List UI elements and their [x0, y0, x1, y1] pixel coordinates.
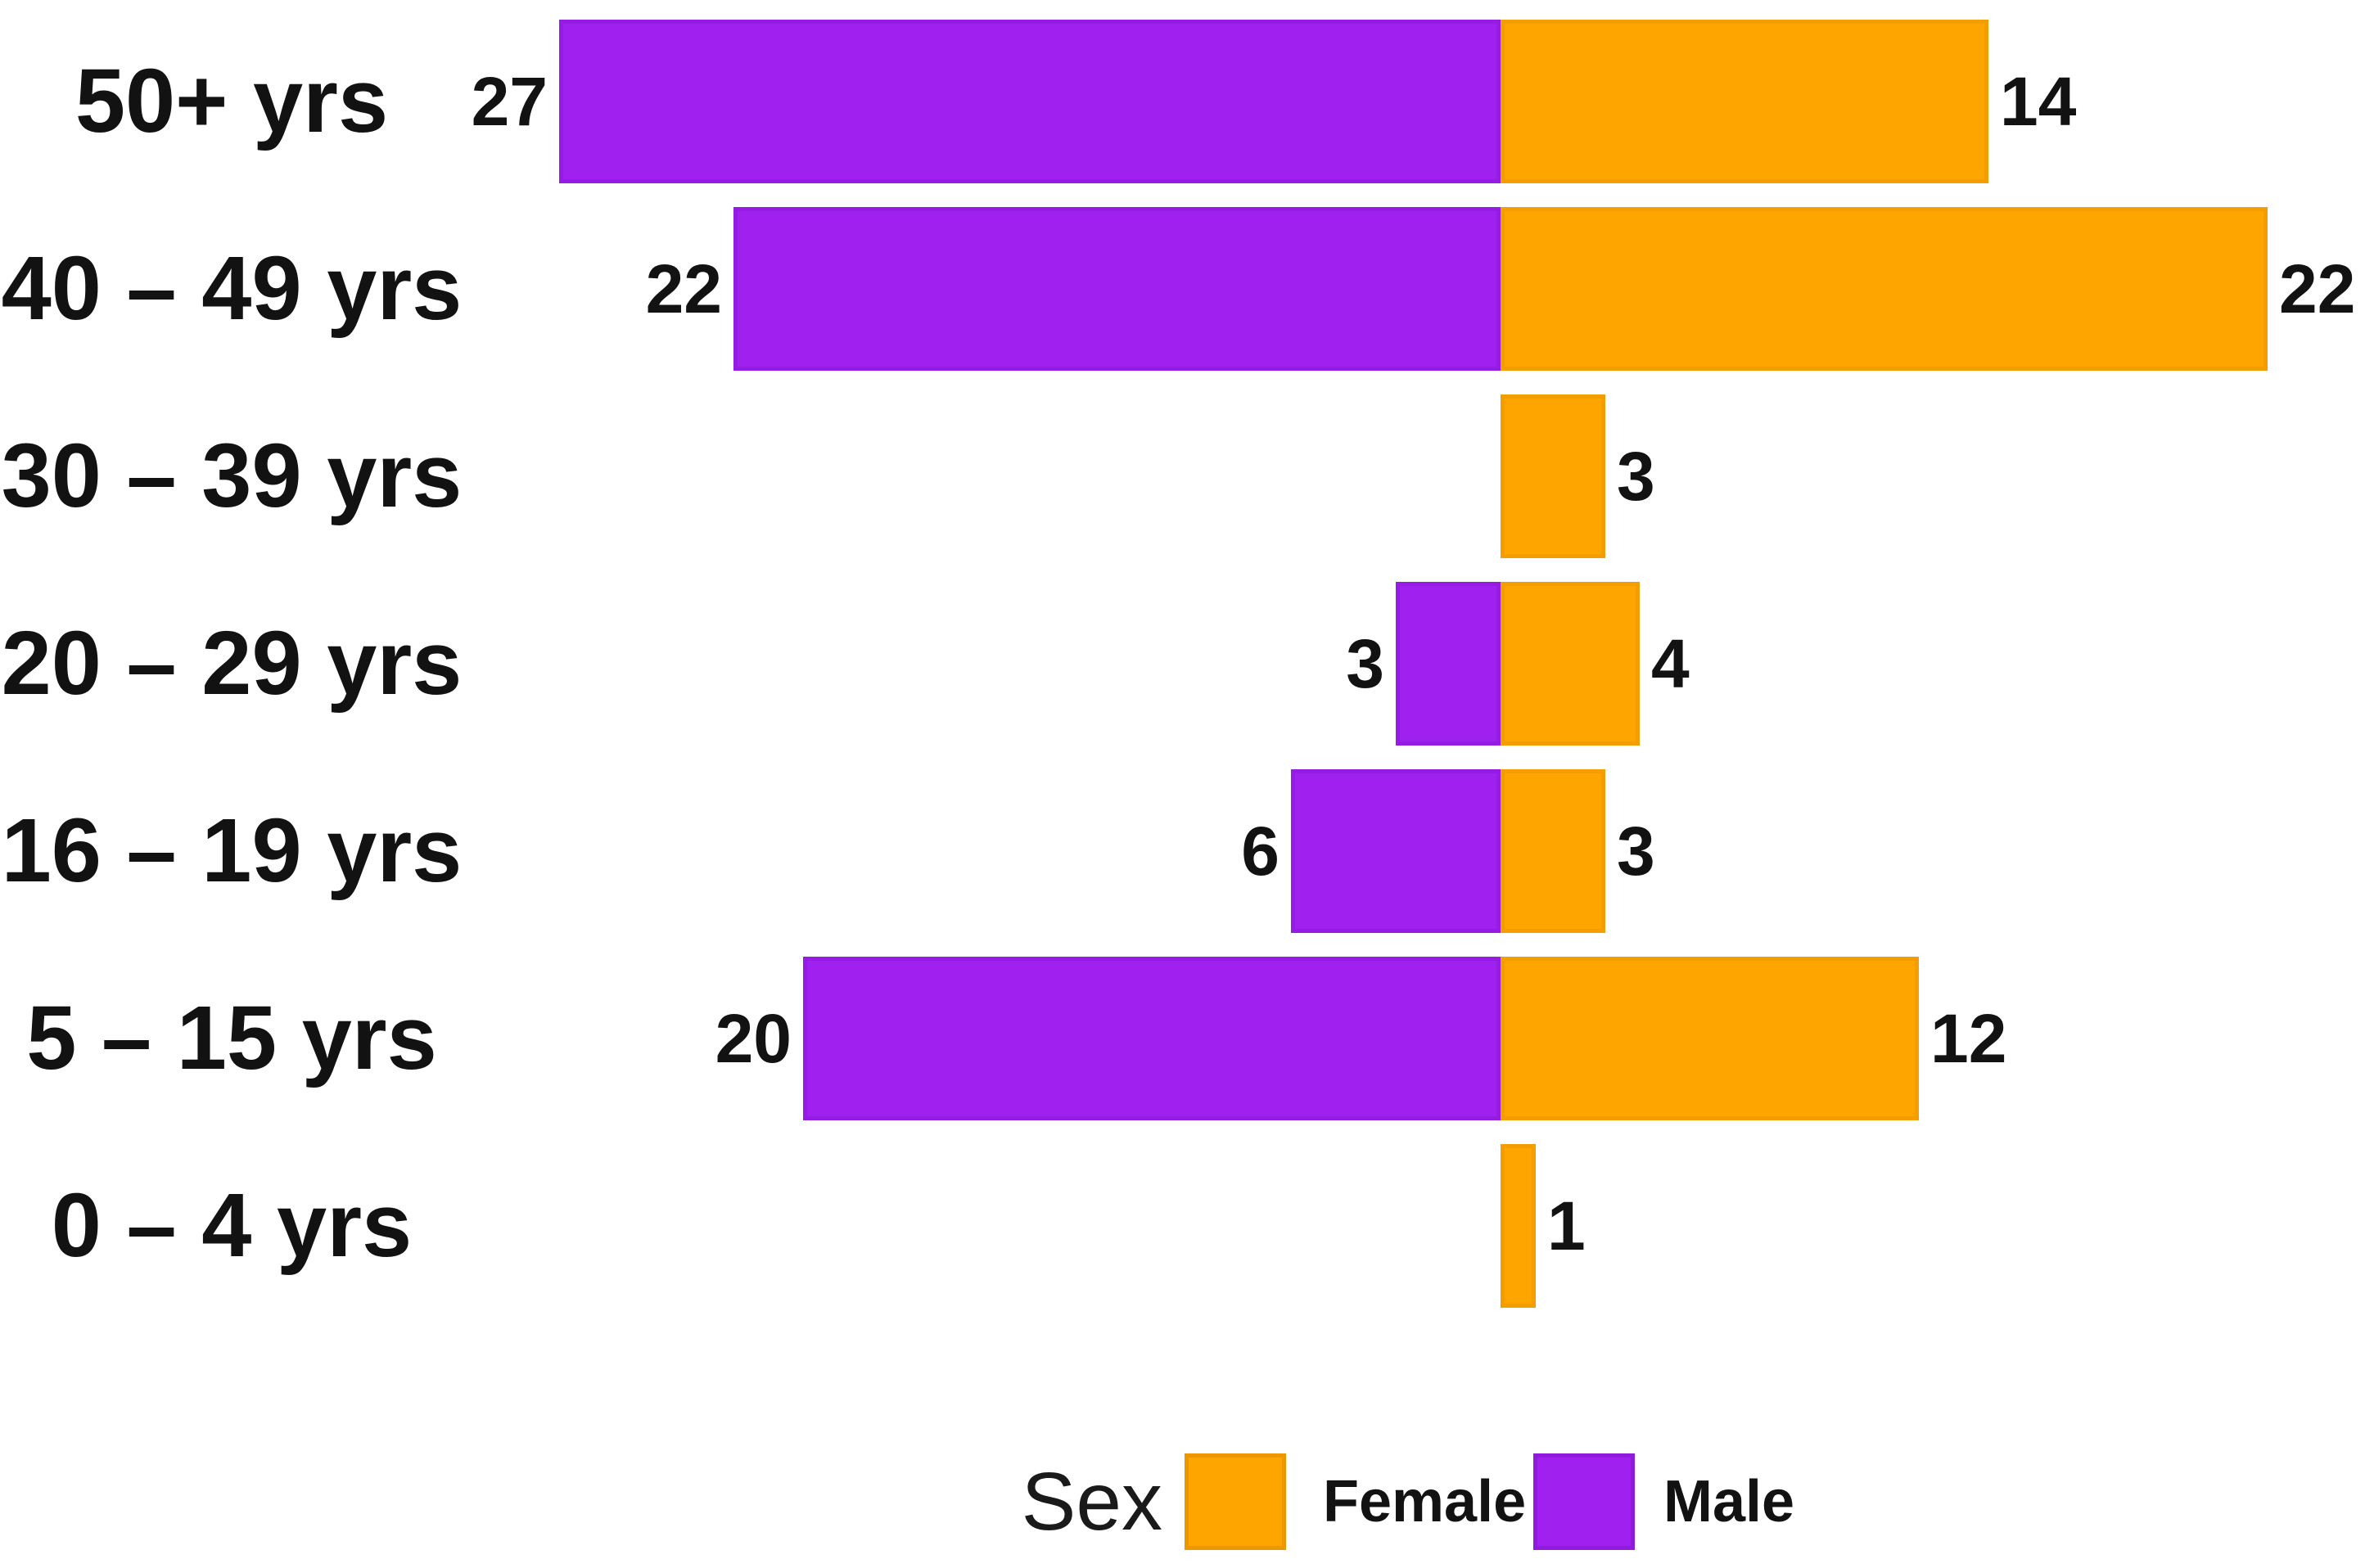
chart-row: 5 – 15 yrs 20 12 — [0, 957, 2365, 1120]
female-bar — [1501, 582, 1640, 746]
chart-row: 40 – 49 yrs 22 22 — [0, 207, 2365, 371]
male-value-label: 22 — [645, 250, 722, 327]
male-legend-label: Male — [1663, 1469, 1795, 1534]
female-bar — [1501, 769, 1605, 933]
chart-row: 30 – 39 yrs 3 — [0, 394, 2365, 558]
female-value-label: 14 — [2000, 63, 2077, 140]
chart-row: 20 – 29 yrs 3 4 — [0, 582, 2365, 746]
male-bar — [559, 20, 1501, 183]
male-value-label: 20 — [715, 1000, 792, 1077]
female-value-label: 22 — [2279, 250, 2356, 327]
category-label: 50+ yrs — [74, 51, 389, 151]
female-bar — [1501, 20, 1988, 183]
male-legend-swatch-icon — [1533, 1453, 1635, 1550]
chart-row: 16 – 19 yrs 6 3 — [0, 769, 2365, 933]
female-value-label: 4 — [1651, 625, 1690, 702]
female-value-label: 3 — [1617, 813, 1655, 890]
male-value-label: 3 — [1346, 625, 1384, 702]
chart-row: 50+ yrs 27 14 — [0, 20, 2365, 183]
female-bar — [1501, 207, 2268, 371]
legend-title: Sex — [1021, 1456, 1162, 1548]
chart-row: 0 – 4 yrs 1 — [0, 1144, 2365, 1308]
category-label: 20 – 29 yrs — [1, 613, 463, 714]
category-label: 40 – 49 yrs — [1, 238, 463, 339]
female-value-label: 12 — [1930, 1000, 2007, 1077]
male-bar — [1396, 582, 1501, 746]
category-label: 5 – 15 yrs — [26, 988, 437, 1088]
male-bar — [803, 957, 1501, 1120]
male-bar — [733, 207, 1501, 371]
category-label: 16 – 19 yrs — [1, 800, 463, 901]
category-label: 0 – 4 yrs — [51, 1175, 413, 1276]
female-bar — [1501, 957, 1919, 1120]
female-bar — [1501, 394, 1605, 558]
female-value-label: 3 — [1617, 438, 1655, 515]
female-legend-swatch-icon — [1185, 1453, 1286, 1550]
male-bar — [1291, 769, 1501, 933]
category-label: 30 – 39 yrs — [1, 426, 463, 526]
male-value-label: 27 — [471, 63, 548, 140]
female-bar — [1501, 1144, 1536, 1308]
female-value-label: 1 — [1547, 1187, 1586, 1264]
female-legend-label: Female — [1323, 1469, 1527, 1534]
male-value-label: 6 — [1241, 813, 1280, 890]
